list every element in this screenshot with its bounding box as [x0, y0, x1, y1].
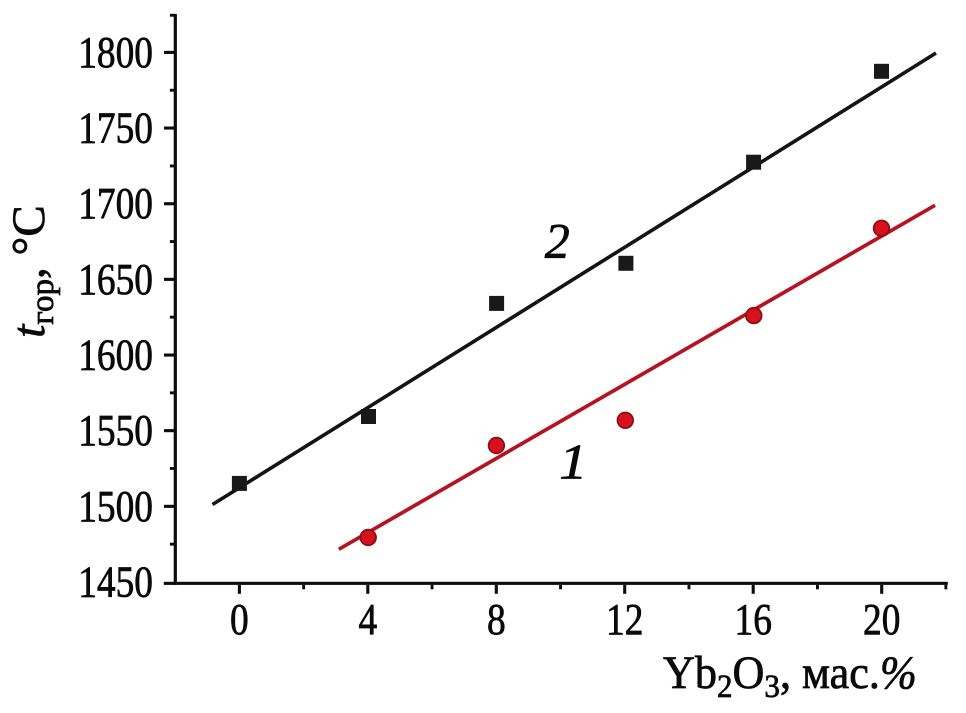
- svg-text:12: 12: [606, 595, 643, 643]
- svg-text:4: 4: [358, 595, 377, 643]
- svg-text:1800: 1800: [78, 28, 153, 76]
- svg-text:16: 16: [735, 595, 772, 643]
- svg-text:1650: 1650: [78, 255, 153, 303]
- svg-text:8: 8: [487, 595, 506, 643]
- svg-text:20: 20: [863, 595, 900, 643]
- svg-text:1750: 1750: [78, 104, 153, 152]
- svg-text:Yb2O3, мас.%: Yb2O3, мас.%: [663, 646, 917, 704]
- svg-text:2: 2: [545, 212, 570, 268]
- svg-text:tгор, °C: tгор, °C: [3, 205, 61, 337]
- svg-text:1700: 1700: [78, 179, 153, 227]
- svg-text:0: 0: [230, 595, 249, 643]
- svg-text:1: 1: [559, 435, 587, 490]
- svg-text:1500: 1500: [78, 482, 153, 530]
- svg-text:1450: 1450: [78, 558, 153, 606]
- svg-text:1550: 1550: [78, 406, 153, 454]
- svg-text:1600: 1600: [78, 331, 153, 379]
